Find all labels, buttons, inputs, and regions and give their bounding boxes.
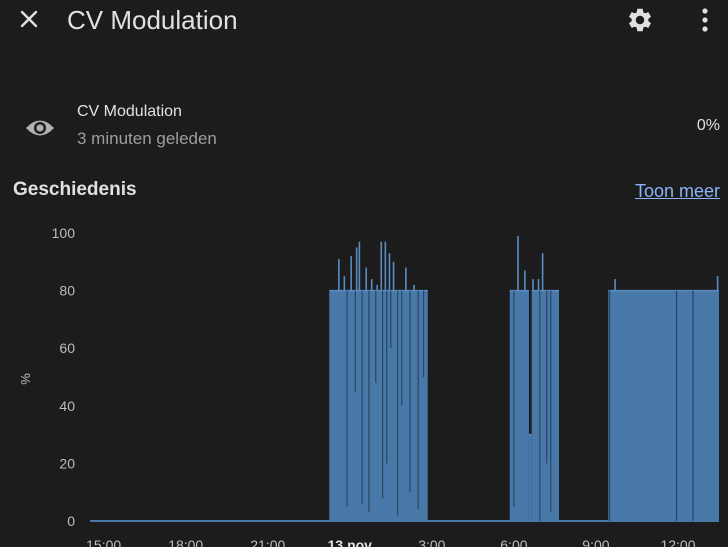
y-tick-label: 0: [67, 513, 75, 529]
settings-button[interactable]: [624, 4, 656, 36]
area-segment: [329, 290, 428, 521]
x-tick-label: 15:00: [86, 537, 121, 547]
entity-name: CV Modulation: [77, 103, 182, 120]
y-tick-label: 100: [52, 225, 76, 241]
y-tick-label: 40: [59, 398, 75, 414]
y-axis-title: %: [18, 373, 33, 385]
x-tick-label: 6:00: [500, 537, 527, 547]
area-segment: [608, 290, 719, 521]
x-tick-label: 3:00: [418, 537, 445, 547]
x-axis-ticks: 15:00 18:00 21:00 13 nov 3:00 6:00 9:00 12:00: [86, 537, 696, 547]
close-button[interactable]: [14, 4, 44, 34]
close-icon: [20, 10, 38, 28]
dialog-title: CV Modulation: [67, 5, 238, 35]
y-axis-label: %: [18, 373, 33, 385]
x-tick-label: 12:00: [660, 537, 695, 547]
y-tick-label: 60: [59, 340, 75, 356]
area-segment: [509, 290, 529, 521]
entity-value: 0%: [696, 117, 720, 134]
dialog-header: CV Modulation: [0, 0, 728, 40]
x-tick-label: 18:00: [168, 537, 203, 547]
x-tick-label: 21:00: [250, 537, 285, 547]
gear-icon: [629, 8, 651, 32]
y-tick-label: 20: [59, 455, 75, 471]
history-title: Geschiedenis: [13, 179, 137, 200]
history-chart[interactable]: % 0 20 40 60 80 100 15:00 18:00 21:00 13 nov 3:00…: [0, 215, 728, 547]
show-more-link[interactable]: Toon meer: [634, 181, 720, 201]
more-options-button[interactable]: [693, 4, 717, 36]
y-tick-label: 80: [59, 283, 75, 299]
area-segment: [531, 290, 560, 521]
x-tick-label: 13 nov: [328, 537, 373, 547]
eye-icon: [22, 112, 58, 144]
more-vertical-icon: [702, 8, 708, 32]
y-axis-ticks: 0 20 40 60 80 100: [52, 225, 76, 529]
entity-last-changed: 3 minuten geleden: [77, 129, 217, 148]
x-tick-label: 9:00: [582, 537, 609, 547]
series-cv-modulation: [90, 235, 719, 522]
entity-state-row[interactable]: CV Modulation 3 minuten geleden 0%: [0, 96, 728, 160]
area-segment: [528, 434, 532, 521]
